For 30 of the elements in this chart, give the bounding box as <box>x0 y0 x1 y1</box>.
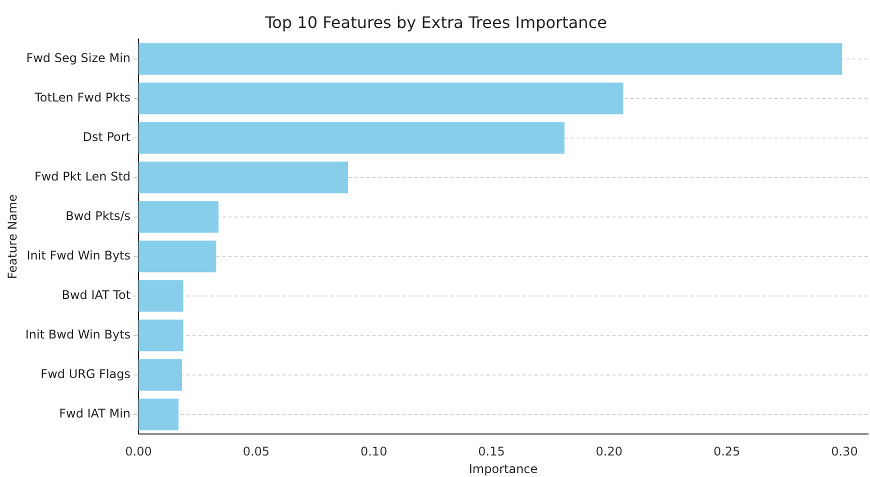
y-tick-label: TotLen Fwd Pkts <box>34 90 131 105</box>
bar <box>138 398 179 430</box>
bar <box>138 359 182 391</box>
bar <box>138 162 348 194</box>
bar <box>138 280 184 312</box>
y-tick-label: Init Bwd Win Byts <box>25 328 131 342</box>
bar <box>138 240 216 272</box>
y-tick-label: Bwd Pkts/s <box>66 209 131 224</box>
x-tick-label: 0.30 <box>831 444 858 459</box>
x-tick-label: 0.05 <box>242 444 270 459</box>
x-tick-label: 0.20 <box>596 444 623 459</box>
y-tick-label: Fwd Seg Size Min <box>26 51 131 66</box>
chart-title: Top 10 Features by Extra Trees Importance <box>264 12 607 32</box>
x-tick-label: 0.25 <box>713 444 740 459</box>
y-tick-label: Fwd URG Flags <box>40 367 131 382</box>
bar <box>138 201 219 233</box>
x-tick-label: 0.15 <box>478 444 505 459</box>
bar <box>138 320 184 352</box>
bar <box>138 122 564 154</box>
y-tick-label: Init Fwd Win Byts <box>26 248 131 263</box>
y-tick-label: Bwd IAT Tot <box>62 288 131 302</box>
y-tick-label: Fwd Pkt Len Std <box>34 170 131 184</box>
x-axis-title: Importance <box>468 462 538 476</box>
x-tick-label: 0.00 <box>125 444 152 459</box>
x-tick-label: 0.10 <box>360 444 388 459</box>
y-axis-title: Feature Name <box>5 194 20 279</box>
bar <box>138 82 624 114</box>
y-tick-label: Fwd IAT Min <box>59 406 131 421</box>
y-tick-label: Dst Port <box>82 130 131 144</box>
bar <box>138 43 842 75</box>
